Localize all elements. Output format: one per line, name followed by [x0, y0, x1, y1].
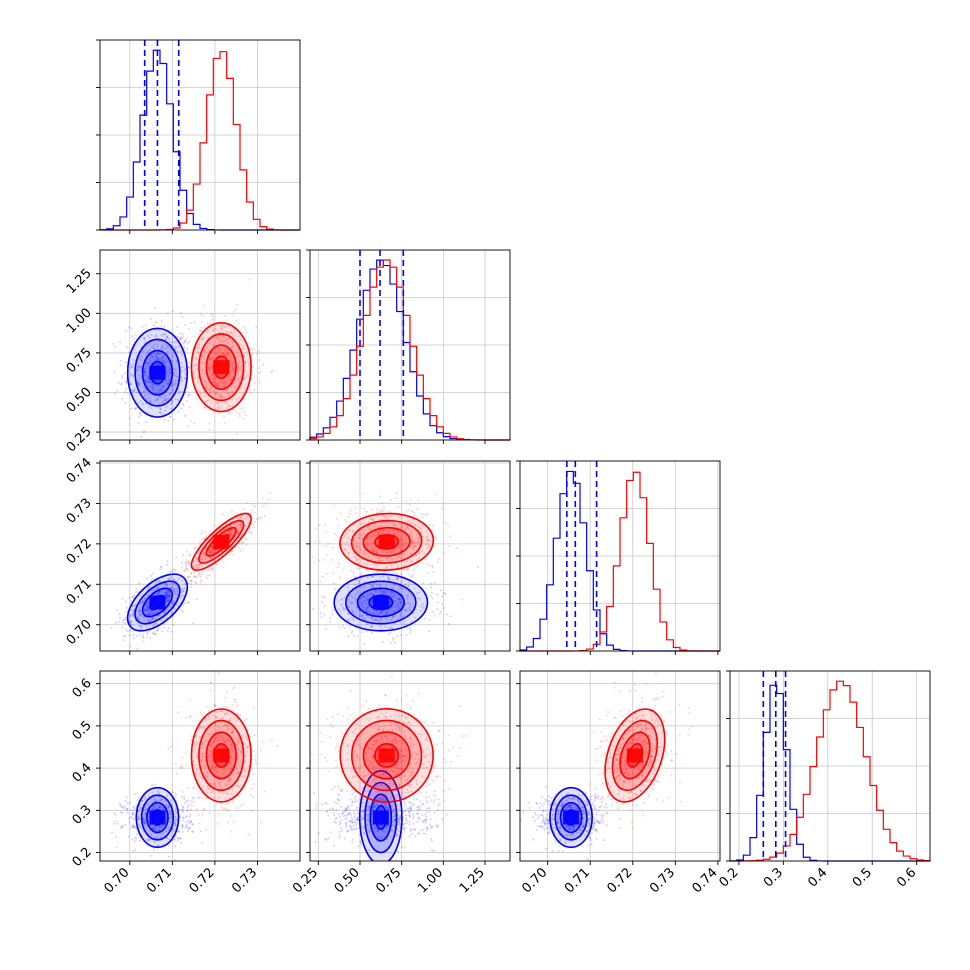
panel-frame	[99, 670, 301, 862]
panel-frame	[99, 249, 301, 441]
y-tick-label: 0.72	[64, 536, 95, 567]
x-tick-label: 1.00	[415, 865, 446, 896]
x-tick-label: 1.25	[457, 865, 488, 896]
x-tick-label: 0.6	[894, 865, 919, 890]
density-peak	[149, 595, 166, 610]
histogram-red	[520, 471, 720, 652]
density-peak	[378, 748, 395, 763]
x-tick-label: 0.71	[144, 865, 175, 896]
y-tick-label: 0.25	[64, 424, 95, 455]
y-tick-label: 1.25	[64, 266, 95, 297]
density-3-1	[310, 675, 468, 861]
histogram-red	[729, 680, 931, 862]
histogram-blue	[309, 259, 510, 441]
x-tick-label: 0.3	[761, 865, 786, 890]
x-tick-label: 0.71	[562, 865, 593, 896]
x-tick-label: 0.73	[647, 865, 678, 896]
y-tick-label: 0.5	[70, 718, 95, 743]
panel-0-0	[96, 39, 301, 234]
density-peak	[213, 748, 230, 763]
panel-frame	[99, 460, 301, 652]
panels: 0.25 0.50 0.75 1.00 1.25 0.70 0.71 0.72 0.73 0.74…	[64, 39, 931, 896]
density-3-2	[520, 672, 693, 861]
x-tick-label: 0.75	[373, 865, 404, 896]
density-peak	[372, 810, 389, 825]
y-tick-label: 1.00	[64, 306, 95, 337]
x-tick-label: 0.70	[519, 865, 550, 896]
panel-3-0: 0.70 0.71 0.72 0.73 0.2 0.3 0.4 0.5 0.6	[70, 670, 301, 896]
y-tick-label: 0.50	[64, 385, 95, 416]
x-tick-label: 0.50	[332, 865, 363, 896]
x-tick-label: 0.72	[187, 865, 218, 896]
density-3-0	[111, 672, 279, 861]
x-tick-label: 0.72	[605, 865, 636, 896]
density-2-1	[311, 492, 480, 645]
density-peak	[563, 810, 580, 825]
panel-1-1	[306, 249, 511, 444]
panel-3-2: 0.70 0.71 0.72 0.73 0.74	[516, 670, 721, 896]
y-tick-label: 0.3	[70, 803, 95, 828]
y-tick-label: 0.74	[64, 455, 95, 486]
panel-1-0: 0.25 0.50 0.75 1.00 1.25	[64, 249, 301, 455]
density-peak	[149, 365, 166, 380]
panel-2-1	[306, 460, 511, 655]
y-tick-label: 0.73	[64, 496, 95, 527]
y-tick-label: 0.4	[70, 760, 95, 785]
y-tick-label: 0.6	[70, 676, 95, 701]
density-2-0	[110, 491, 272, 651]
density-1-0	[112, 278, 274, 438]
y-tick-label: 0.71	[64, 577, 95, 608]
density-peak	[149, 810, 166, 825]
y-tick-label: 0.75	[64, 345, 95, 376]
panel-2-2	[516, 460, 721, 655]
x-tick-label: 0.5	[850, 865, 875, 890]
panel-2-0: 0.70 0.71 0.72 0.73 0.74	[64, 455, 301, 655]
x-tick-label: 0.70	[102, 865, 133, 896]
density-peak	[213, 360, 230, 375]
x-tick-label: 0.73	[229, 865, 260, 896]
histogram-blue	[729, 684, 930, 862]
y-tick-label: 0.70	[64, 617, 95, 648]
panel-3-3: 0.2 0.3 0.4 0.5 0.6	[716, 670, 931, 890]
panel-3-1: 0.25 0.50 0.75 1.00 1.25	[290, 670, 511, 896]
y-tick-label: 0.2	[70, 845, 95, 870]
panel-frame	[309, 460, 511, 652]
density-peak	[213, 534, 230, 549]
x-tick-label: 0.25	[290, 865, 321, 896]
density-peak	[378, 534, 395, 549]
x-tick-label: 0.4	[805, 865, 830, 890]
density-peak	[626, 748, 643, 763]
panel-frame	[519, 670, 721, 862]
panel-frame	[309, 670, 511, 862]
density-peak	[372, 595, 389, 610]
x-tick-label: 0.2	[716, 865, 741, 890]
